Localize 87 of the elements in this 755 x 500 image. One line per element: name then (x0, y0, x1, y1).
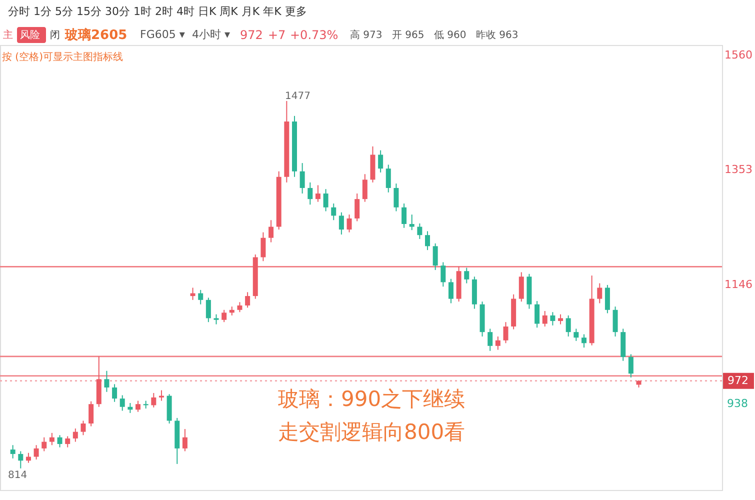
y-tick-label: 1146 (724, 278, 752, 291)
text: 972 (240, 28, 263, 42)
candlestick (88, 400, 94, 427)
candlestick (331, 202, 336, 221)
candlestick (120, 394, 125, 412)
text: +0.73% (290, 28, 338, 42)
candlestick (581, 334, 586, 348)
candlestick (222, 309, 227, 323)
candlestick (136, 400, 141, 412)
candlestick (206, 297, 211, 323)
candlestick (72, 428, 78, 442)
candlestick (542, 310, 548, 328)
annotation: 玻璃：990之下继续 (278, 387, 466, 411)
text: 低 960 (434, 30, 466, 41)
candlestick (495, 336, 500, 350)
candlestick (574, 328, 579, 342)
candlestick (65, 436, 70, 448)
candlestick (440, 262, 446, 288)
candlestick (104, 370, 110, 392)
text: 风险 (20, 29, 40, 41)
text: 昨收 963 (476, 29, 518, 41)
candlestick (245, 292, 250, 308)
candlestick (518, 272, 524, 302)
candlestick (628, 354, 634, 378)
text: 闭 (50, 29, 60, 41)
candlestick (214, 314, 219, 325)
text: 分时 1分 5分 15分 30分 1时 2时 4时 日K 周K 月K 年K 更多 (8, 5, 307, 18)
candlestick (558, 314, 564, 325)
y-tick-label: 1353 (724, 163, 752, 176)
candlestick (182, 428, 188, 452)
chart-title: 玻璃2605 (64, 27, 128, 43)
candlestick (268, 220, 274, 243)
candlestick (260, 232, 266, 262)
candlestick (432, 242, 438, 270)
text: 938 (727, 397, 748, 410)
candlestick (323, 188, 328, 212)
candlestick (394, 183, 399, 212)
candlestick (417, 222, 422, 240)
candlestick (346, 214, 352, 233)
candlestick (10, 444, 16, 459)
y-tick-label: 1560 (724, 48, 752, 62)
candlestick (597, 282, 602, 304)
candlestick (80, 420, 86, 436)
candlestick (315, 184, 320, 202)
candlestick (534, 300, 540, 328)
candlestick (300, 162, 305, 194)
candlestick (378, 150, 384, 173)
candlestick (362, 174, 368, 202)
ref-line-label: 972 (728, 374, 748, 387)
candlestick (503, 322, 508, 344)
text: +7 (268, 28, 286, 42)
candlestick (57, 434, 62, 448)
annotation: 走交割逻辑向800看 (278, 420, 466, 444)
candlestick (190, 287, 196, 300)
candlestick (128, 402, 133, 414)
candlestick (18, 450, 24, 469)
annotation: 814 (8, 470, 28, 481)
candlestick (34, 444, 39, 460)
candlestick (425, 230, 430, 251)
candlestick (308, 182, 313, 206)
candlestick (198, 289, 204, 305)
candlestick (464, 267, 470, 284)
text: 主 (3, 29, 13, 41)
text: 4小时 ▾ (192, 28, 230, 41)
text: 开 965 (392, 30, 424, 41)
annotation: 1477 (285, 91, 310, 102)
candlestick (158, 390, 164, 402)
candlestick (49, 432, 54, 446)
candlestick (488, 328, 493, 352)
candlestick (338, 212, 344, 236)
candlestick (550, 312, 556, 326)
candlestick (604, 284, 610, 314)
candlestick (612, 306, 618, 337)
candlestick (354, 193, 360, 222)
candlestick (566, 314, 571, 337)
candlestick (409, 214, 414, 231)
text: FG605 ▾ (140, 28, 186, 41)
candlestick (42, 436, 47, 452)
candlestick (386, 164, 391, 193)
candlestick (151, 392, 156, 408)
text: 按 (空格)可显示主图指标线 (2, 51, 123, 63)
candlestick (448, 278, 454, 304)
candlestick (402, 202, 407, 228)
candlestick (237, 302, 242, 313)
candlestick (26, 452, 31, 464)
text: 高 973 (350, 29, 382, 41)
candlestick (112, 384, 118, 402)
